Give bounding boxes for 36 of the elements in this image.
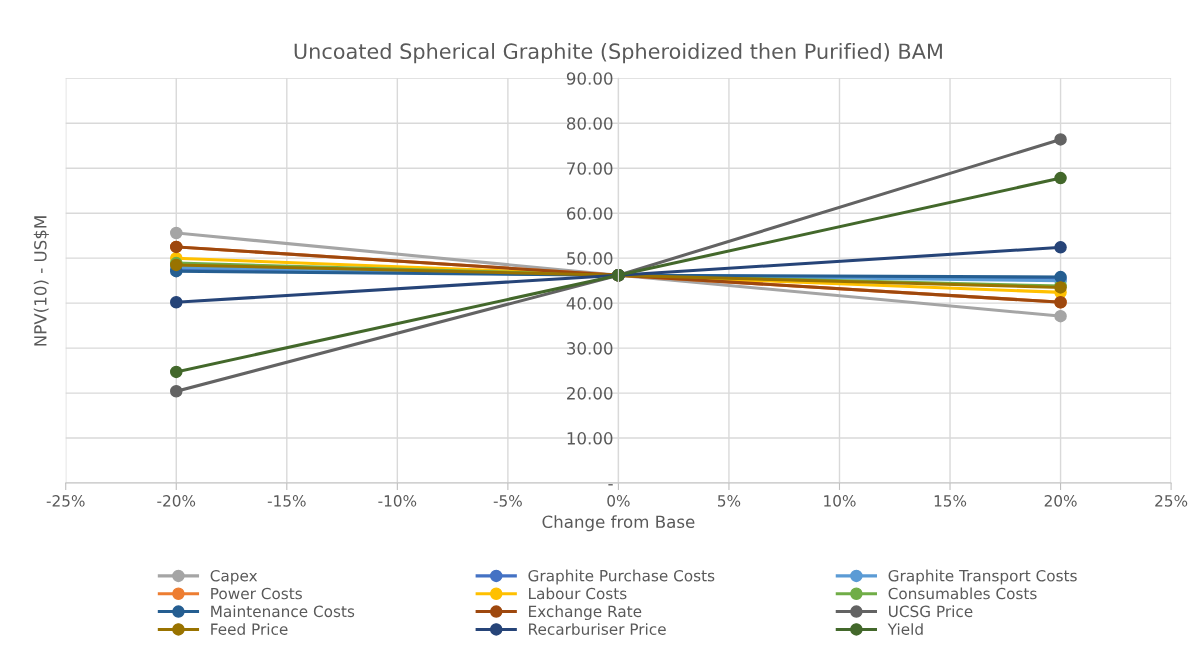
x-tick-label: 20% <box>1044 495 1077 507</box>
legend-label: UCSG Price <box>889 605 973 618</box>
legend-label: Labour Costs <box>529 587 627 600</box>
chart-title: Uncoated Spherical Graphite (Spheroidized then Purified) BAM <box>294 43 942 64</box>
legend-label: Consumables Costs <box>888 587 1037 600</box>
y-tick-label: 70.00 <box>567 162 613 175</box>
y-tick-label: 20.00 <box>567 387 613 400</box>
x-tick-label: 5% <box>718 495 741 507</box>
x-tick-label: -20% <box>157 495 196 507</box>
legend-label: Capex <box>210 569 258 585</box>
y-tick-label: 90.00 <box>566 72 613 85</box>
y-tick-label: 50.00 <box>567 252 613 265</box>
legend-label: Graphite Transport Costs <box>888 569 1077 585</box>
x-tick-label: -10% <box>378 495 417 507</box>
x-axis-title: Change from Base <box>542 515 695 532</box>
x-tick-label: 10% <box>824 495 856 507</box>
x-tick-label: 25% <box>1155 495 1188 507</box>
x-tick-label: 15% <box>934 495 967 507</box>
y-axis-title: NPV(10) - US$M <box>33 216 49 346</box>
legend-label: Recarburiser Price <box>529 623 666 635</box>
legend-label: Power Costs <box>211 587 302 600</box>
y-tick-label: - <box>608 484 613 486</box>
x-tick-label: -25% <box>46 495 85 507</box>
x-tick-label: 0% <box>607 495 630 507</box>
y-tick-label: 80.00 <box>566 117 613 130</box>
y-tick-label: 40.00 <box>566 297 613 310</box>
y-tick-label: 60.00 <box>567 207 613 220</box>
legend-label: Maintenance Costs <box>211 605 355 618</box>
x-tick-label: -5% <box>493 495 522 507</box>
legend-label: Yield <box>887 623 923 635</box>
legend-label: Graphite Purchase Costs <box>528 569 715 585</box>
legend-label: Feed Price <box>211 623 288 635</box>
legend-label: Exchange Rate <box>529 605 642 621</box>
x-tick-label: -15% <box>267 495 306 507</box>
y-tick-label: 30.00 <box>567 342 613 355</box>
y-tick-label: 10.00 <box>567 432 613 445</box>
